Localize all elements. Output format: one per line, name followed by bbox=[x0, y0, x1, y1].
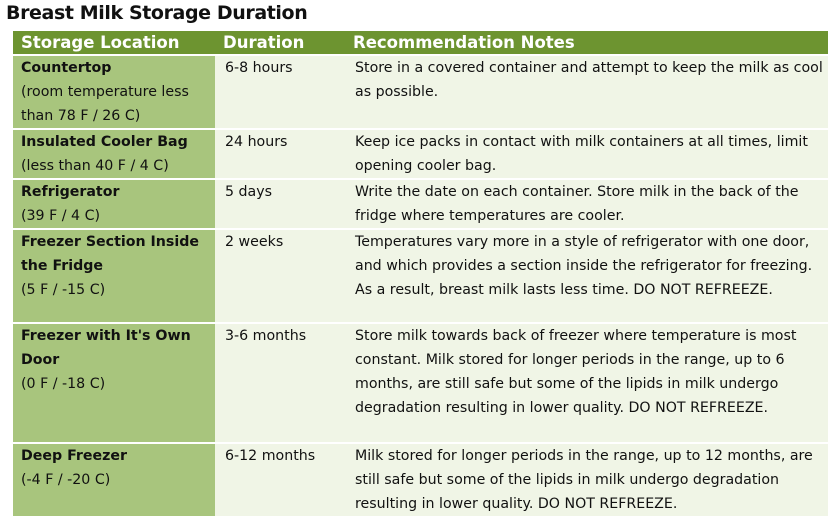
location-name: Deep Freezer bbox=[21, 448, 128, 464]
location-condition: (room temperature less than 78 F / 26 C) bbox=[21, 84, 189, 124]
storage-table: Storage Location Duration Recommendation… bbox=[13, 31, 828, 518]
duration-cell: 5 days bbox=[215, 179, 345, 230]
table-row: Refrigerator (39 F / 4 C) 5 days Write t… bbox=[13, 179, 828, 230]
table-row: Freezer Section Inside the Fridge (5 F /… bbox=[13, 229, 828, 324]
table-row: Insulated Cooler Bag (less than 40 F / 4… bbox=[13, 129, 828, 180]
table-row: Countertop (room temperature less than 7… bbox=[13, 55, 828, 130]
notes-cell: Temperatures vary more in a style of ref… bbox=[345, 229, 828, 324]
column-header-duration: Duration bbox=[215, 31, 345, 56]
duration-cell: 6-8 hours bbox=[215, 55, 345, 130]
location-name: Refrigerator bbox=[21, 184, 120, 200]
column-header-location: Storage Location bbox=[13, 31, 215, 56]
location-cell: Countertop (room temperature less than 7… bbox=[13, 55, 215, 130]
location-name: Countertop bbox=[21, 60, 112, 76]
column-header-notes: Recommendation Notes bbox=[345, 31, 828, 56]
location-condition: (-4 F / -20 C) bbox=[21, 472, 111, 488]
location-name: Insulated Cooler Bag bbox=[21, 134, 188, 150]
duration-cell: 6-12 months bbox=[215, 443, 345, 518]
notes-text: Temperatures vary more in a style of ref… bbox=[355, 234, 813, 298]
notes-text: Milk stored for longer periods in the ra… bbox=[355, 448, 813, 512]
location-condition: (39 F / 4 C) bbox=[21, 208, 101, 224]
notes-cell: Store milk towards back of freezer where… bbox=[345, 323, 828, 444]
location-name: Freezer Section Inside the Fridge bbox=[21, 234, 199, 274]
notes-text: Store in a covered container and attempt… bbox=[355, 60, 823, 100]
table-header-row: Storage Location Duration Recommendation… bbox=[13, 31, 828, 56]
location-cell: Deep Freezer (-4 F / -20 C) bbox=[13, 443, 215, 518]
notes-text: Keep ice packs in contact with milk cont… bbox=[355, 134, 808, 174]
notes-text: Write the date on each container. Store … bbox=[355, 184, 799, 224]
table-row: Freezer with It's Own Door (0 F / -18 C)… bbox=[13, 323, 828, 444]
notes-cell: Milk stored for longer periods in the ra… bbox=[345, 443, 828, 518]
duration-cell: 24 hours bbox=[215, 129, 345, 180]
notes-cell: Write the date on each container. Store … bbox=[345, 179, 828, 230]
location-cell: Refrigerator (39 F / 4 C) bbox=[13, 179, 215, 230]
location-condition: (less than 40 F / 4 C) bbox=[21, 158, 169, 174]
table-row: Deep Freezer (-4 F / -20 C) 6-12 months … bbox=[13, 443, 828, 518]
location-cell: Insulated Cooler Bag (less than 40 F / 4… bbox=[13, 129, 215, 180]
duration-cell: 2 weeks bbox=[215, 229, 345, 324]
location-cell: Freezer Section Inside the Fridge (5 F /… bbox=[13, 229, 215, 324]
notes-cell: Store in a covered container and attempt… bbox=[345, 55, 828, 130]
location-cell: Freezer with It's Own Door (0 F / -18 C) bbox=[13, 323, 215, 444]
location-condition: (5 F / -15 C) bbox=[21, 282, 106, 298]
notes-text: Store milk towards back of freezer where… bbox=[355, 328, 797, 416]
location-name: Freezer with It's Own Door bbox=[21, 328, 191, 368]
notes-cell: Keep ice packs in contact with milk cont… bbox=[345, 129, 828, 180]
page-title: Breast Milk Storage Duration bbox=[6, 2, 308, 24]
duration-cell: 3-6 months bbox=[215, 323, 345, 444]
location-condition: (0 F / -18 C) bbox=[21, 376, 106, 392]
